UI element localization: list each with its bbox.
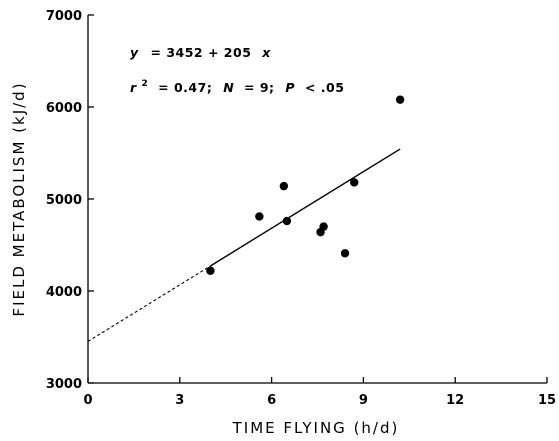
data-point [255,212,264,221]
stats-n-var: N [223,80,234,95]
y-tick-label: 5000 [46,193,82,208]
data-point [282,216,292,226]
y-axis-title: FIELD METABOLISM (kJ/d) [10,81,28,316]
y-ticks [88,14,94,384]
stats-p-value: < .05 [305,80,344,95]
y-tick-label: 4000 [46,285,82,300]
data-point [279,181,289,191]
equation-y-var: y [130,45,139,60]
x-tick-label: 12 [446,393,464,408]
regression-line-extrapolated [87,265,211,342]
x-tick-label: 15 [538,393,556,408]
data-point [395,95,405,104]
y-tick-labels: 3000 4000 5000 6000 7000 [46,9,82,392]
stats-r-exponent: 2 [142,79,149,89]
stats-p-var: P [285,80,295,95]
data-point [206,266,215,275]
stats-r-value: = 0.47; [158,80,212,95]
equation-body: = 3452 + 205 [151,45,252,60]
regression-stats: r 2 = 0.47; N = 9; P < .05 [130,74,344,95]
y-tick-label: 7000 [46,9,82,24]
stats-r-var: r [130,80,137,95]
equation-x-var: x [261,45,271,60]
y-tick-label: 6000 [46,101,82,116]
y-tick-label: 3000 [46,377,82,392]
data-points [206,95,405,275]
data-point [319,222,328,231]
x-tick-label: 9 [359,393,368,408]
regression-line [210,148,401,267]
x-tick-label: 6 [267,393,276,408]
x-ticks [87,377,548,383]
stats-n-value: = 9; [244,80,275,95]
x-tick-labels: 0 3 6 9 12 15 [83,393,556,408]
data-point [340,249,350,258]
regression-equation: y = 3452 + 205 x [130,45,271,60]
x-axis-title: TIME FLYING (h/d) [232,419,400,437]
data-point [350,178,359,187]
x-tick-label: 0 [83,393,92,408]
x-tick-label: 3 [175,393,184,408]
